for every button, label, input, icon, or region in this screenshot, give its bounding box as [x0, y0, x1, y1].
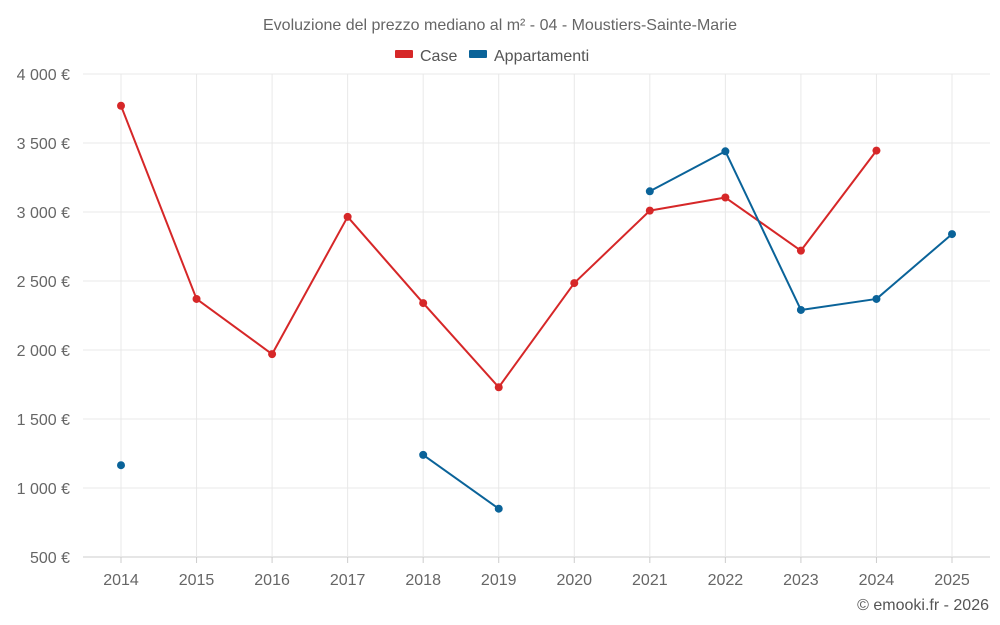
y-tick-label: 4 000 € — [17, 67, 70, 84]
legend-label-appartamenti: Appartamenti — [494, 48, 589, 65]
grid — [83, 73, 990, 558]
data-point-case-2023[interactable] — [796, 246, 805, 255]
data-point-case-2018[interactable] — [419, 299, 428, 308]
data-point-appartamenti-2014[interactable] — [117, 461, 125, 470]
credit-label: © emooki.fr - 2026 — [857, 597, 989, 614]
x-tick-label: 2019 — [481, 572, 517, 589]
series-line-appartamenti — [422, 453, 500, 510]
legend-item-appartamenti[interactable]: Appartamenti — [469, 48, 589, 65]
data-point-appartamenti-2023[interactable] — [796, 305, 805, 314]
x-tick-label: 2023 — [783, 572, 819, 589]
data-point-case-2020[interactable] — [570, 279, 579, 288]
data-point-case-2021[interactable] — [645, 206, 654, 215]
x-tick-label: 2025 — [934, 572, 970, 589]
legend-item-case[interactable]: Case — [395, 48, 457, 65]
data-point-case-2016[interactable] — [268, 350, 277, 359]
chart-title: Evoluzione del prezzo mediano al m² - 04… — [263, 17, 737, 34]
data-point-appartamenti-2018[interactable] — [419, 450, 428, 459]
y-tick-label: 1 000 € — [17, 481, 70, 498]
data-point-appartamenti-2019[interactable] — [494, 504, 503, 513]
x-tick-label: 2014 — [103, 572, 139, 589]
y-tick-label: 1 500 € — [17, 412, 70, 429]
data-point-appartamenti-2025[interactable] — [948, 230, 956, 239]
legend-swatch-appartamenti — [469, 50, 487, 58]
x-tick-label: 2020 — [556, 572, 592, 589]
legend-swatch-case — [395, 50, 413, 58]
data-point-case-2014[interactable] — [117, 101, 125, 110]
data-point-appartamenti-2021[interactable] — [645, 187, 654, 196]
legend: Case Appartamenti — [395, 48, 589, 65]
x-tick-label: 2017 — [330, 572, 366, 589]
series-case — [117, 101, 881, 392]
data-point-case-2024[interactable] — [872, 146, 881, 155]
y-tick-label: 500 € — [30, 550, 70, 567]
y-tick-label: 2 500 € — [17, 274, 70, 291]
x-tick-label: 2018 — [405, 572, 441, 589]
y-tick-label: 3 500 € — [17, 136, 70, 153]
legend-label-case: Case — [420, 48, 457, 65]
data-point-case-2019[interactable] — [494, 383, 503, 392]
x-tick-label: 2022 — [708, 572, 744, 589]
data-point-case-2017[interactable] — [343, 212, 352, 221]
x-tick-label: 2024 — [859, 572, 895, 589]
y-tick-label: 3 000 € — [17, 205, 70, 222]
data-point-appartamenti-2024[interactable] — [872, 294, 881, 303]
data-point-case-2015[interactable] — [192, 294, 201, 303]
axes: 500 € 1 000 € 1 500 € 2 000 € 2 500 € 3 000 €… — [17, 67, 970, 589]
x-tick-label: 2021 — [632, 572, 668, 589]
x-tick-label: 2016 — [254, 572, 290, 589]
data-point-case-2022[interactable] — [721, 193, 730, 202]
series — [117, 101, 956, 513]
data-point-appartamenti-2022[interactable] — [721, 147, 730, 156]
y-tick-label: 2 000 € — [17, 343, 70, 360]
series-appartamenti — [117, 147, 956, 513]
x-tick-label: 2015 — [179, 572, 215, 589]
